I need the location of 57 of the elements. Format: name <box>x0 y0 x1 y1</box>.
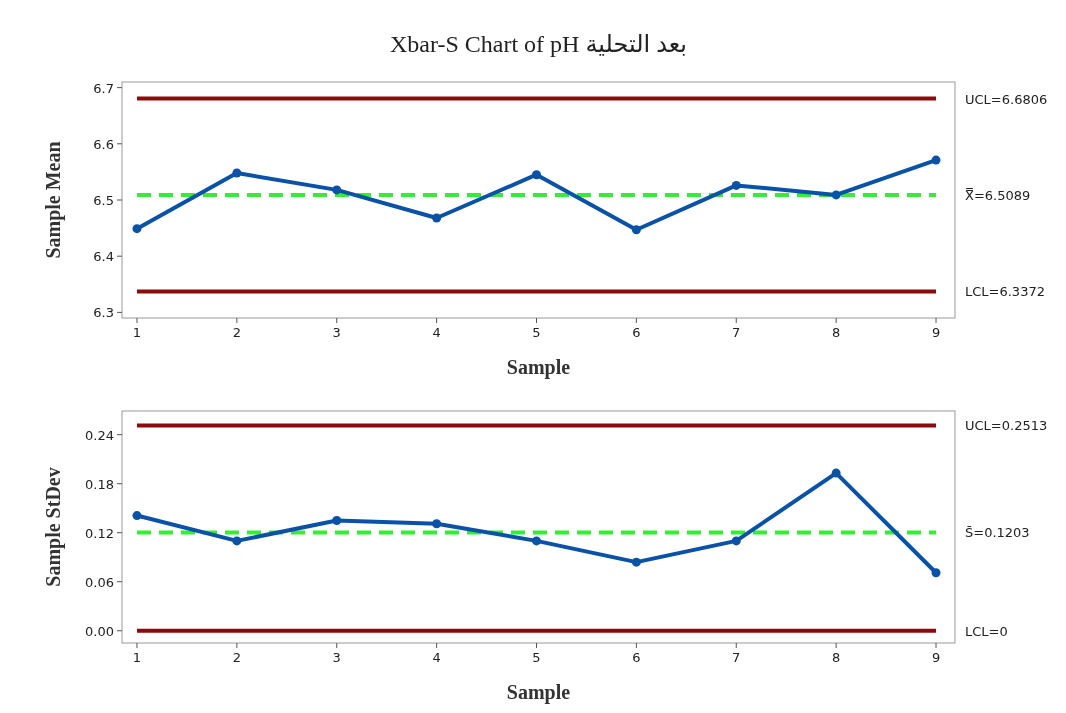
x-tick-label: 3 <box>332 325 341 340</box>
x-tick-label: 7 <box>732 325 741 340</box>
x-tick-label: 6 <box>632 325 641 340</box>
x-tick-label: 9 <box>931 325 941 340</box>
x-axis-title: Sample <box>506 356 571 379</box>
y-tick-label: 6.3 <box>93 305 114 321</box>
point <box>532 536 541 546</box>
point <box>931 155 941 165</box>
point <box>232 168 242 178</box>
chart-title: Xbar-S Chart of pH بعد التحلية <box>389 31 688 57</box>
x-tick-label: 2 <box>232 325 241 340</box>
x-tick-label: 1 <box>132 650 142 665</box>
point <box>631 225 641 235</box>
y-tick-label: 6.6 <box>93 136 114 152</box>
y-axis-title: Sample Mean <box>42 141 65 259</box>
x-tick-label: 1 <box>132 325 142 340</box>
point <box>731 180 741 190</box>
y-tick-label: 6.7 <box>93 80 114 96</box>
point <box>831 468 841 478</box>
y-tick-label: 0.00 <box>85 623 114 639</box>
ref-line-label: X̿=6.5089 <box>965 187 1031 203</box>
point <box>332 515 342 525</box>
point <box>232 536 242 546</box>
y-tick-label: 0.12 <box>85 525 114 541</box>
ref-line-label: UCL=6.6806 <box>965 91 1048 107</box>
x-tick-label: 2 <box>232 650 241 665</box>
point <box>631 557 641 567</box>
x-tick-label: 7 <box>732 650 741 665</box>
x-tick-label: 8 <box>832 325 841 340</box>
y-tick-label: 6.4 <box>93 249 114 265</box>
ref-line-label: S̄=0.1203 <box>965 525 1030 541</box>
x-tick-label: 4 <box>432 325 441 340</box>
point <box>132 224 142 234</box>
x-axis-title: Sample <box>506 681 571 704</box>
x-tick-label: 4 <box>432 650 441 665</box>
point <box>731 536 741 546</box>
point <box>432 213 442 223</box>
point <box>931 568 941 578</box>
x-tick-label: 9 <box>931 650 941 665</box>
y-tick-label: 6.5 <box>93 193 114 208</box>
point <box>132 511 142 521</box>
point <box>432 519 442 529</box>
point <box>532 170 541 180</box>
x-tick-label: 5 <box>532 325 541 340</box>
x-tick-label: 8 <box>832 650 841 665</box>
y-tick-label: 0.18 <box>85 476 114 492</box>
x-tick-label: 6 <box>632 650 641 665</box>
point <box>831 190 841 200</box>
x-tick-label: 5 <box>532 650 541 665</box>
ref-line-label: LCL=6.3372 <box>965 284 1045 300</box>
ref-line-label: UCL=0.2513 <box>965 418 1048 434</box>
x-tick-label: 3 <box>332 650 341 665</box>
y-axis-title: Sample StDev <box>42 467 65 587</box>
point <box>332 185 342 195</box>
y-tick-label: 0.24 <box>85 427 114 443</box>
y-tick-label: 0.06 <box>85 574 114 590</box>
ref-line-label: LCL=0 <box>965 623 1008 639</box>
